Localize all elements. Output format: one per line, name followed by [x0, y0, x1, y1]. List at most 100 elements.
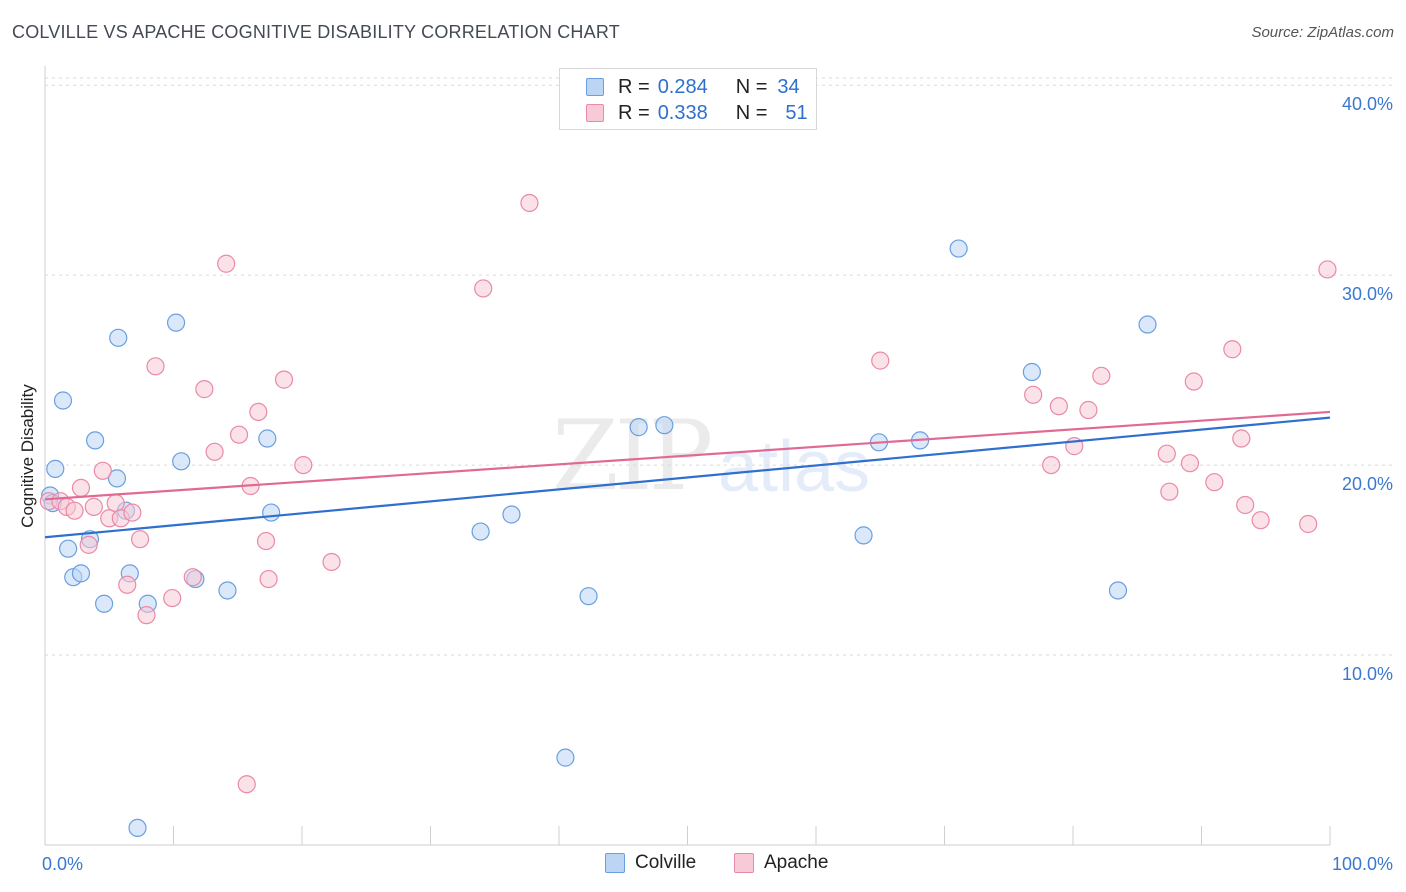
colville-point	[655, 416, 674, 435]
colville-point	[172, 452, 191, 471]
apache-point	[106, 493, 125, 513]
apache-swatch-icon	[586, 104, 604, 122]
apache-point	[195, 380, 214, 399]
colville-point	[86, 431, 105, 450]
apache-point	[1205, 473, 1224, 492]
colville-trend-line	[44, 416, 1331, 539]
apache-point	[146, 357, 165, 376]
colville-point	[166, 313, 186, 332]
colville-point	[128, 818, 147, 838]
legend-row-apache: R = 0.338 N = 51	[586, 101, 808, 125]
apache-point	[1092, 366, 1111, 385]
apache-point	[1079, 400, 1098, 420]
y-axis-title: Cognitive Disability	[18, 384, 37, 528]
colville-point	[502, 505, 521, 524]
apache-point	[1157, 444, 1176, 463]
bottom-legend-colville: Colville	[605, 852, 696, 874]
apache-n-label: N =	[735, 101, 768, 124]
apache-point	[259, 569, 278, 589]
colville-r-label: R =	[618, 75, 650, 98]
trend-lines	[44, 410, 1331, 539]
apache-legend-swatch-icon	[734, 853, 754, 873]
apache-n-value: 51	[785, 101, 808, 124]
apache-point	[871, 351, 890, 370]
apache-point	[229, 425, 249, 444]
apache-point	[71, 478, 91, 497]
apache-point	[1024, 385, 1043, 404]
apache-point	[1232, 429, 1251, 448]
y-tick-label: 30.0%	[1342, 284, 1393, 304]
apache-point	[65, 501, 84, 520]
colville-point	[262, 503, 281, 522]
apache-point	[217, 254, 236, 273]
apache-point	[79, 535, 98, 554]
colville-point	[109, 328, 128, 347]
apache-point	[183, 568, 202, 587]
apache-point	[237, 775, 256, 794]
colville-point	[59, 539, 78, 558]
colville-point	[1108, 581, 1128, 600]
apache-point	[205, 442, 224, 461]
colville-point	[95, 594, 114, 613]
y-tick-label: 40.0%	[1342, 94, 1393, 114]
colville-point	[258, 429, 277, 448]
x-tick-label: 100.0%	[1332, 854, 1393, 874]
apache-point	[520, 193, 539, 213]
apache-point	[123, 503, 142, 522]
y-tick-label: 20.0%	[1342, 474, 1393, 494]
legend-row-colville: R = 0.284 N = 34	[586, 75, 800, 99]
apache-legend-label: Apache	[764, 852, 829, 873]
apache-point	[93, 461, 112, 480]
apache-point	[1236, 495, 1255, 515]
apache-point	[137, 606, 156, 625]
colville-point	[107, 469, 127, 488]
apache-point	[249, 402, 268, 422]
colville-point	[1022, 362, 1041, 382]
colville-n-value: 34	[777, 75, 800, 98]
data-points	[39, 193, 1337, 838]
apache-point	[1299, 514, 1318, 534]
colville-point	[71, 564, 91, 583]
grid-lines	[45, 77, 1392, 656]
apache-point	[163, 588, 182, 608]
apache-point	[1318, 260, 1337, 279]
apache-point	[294, 455, 313, 475]
colville-point	[471, 522, 490, 541]
colville-point	[46, 459, 65, 478]
colville-point	[556, 748, 575, 767]
apache-trend-line	[44, 410, 1331, 501]
colville-r-value: 0.284	[657, 75, 708, 98]
colville-legend-label: Colville	[635, 852, 697, 873]
colville-n-label: N =	[735, 75, 768, 98]
apache-r-value: 0.338	[657, 101, 708, 124]
colville-swatch-icon	[586, 78, 604, 96]
colville-legend-swatch-icon	[605, 853, 625, 873]
colville-point	[579, 587, 598, 606]
apache-point	[1160, 482, 1179, 501]
colville-point	[854, 526, 873, 545]
apache-point	[322, 552, 341, 572]
apache-point	[84, 497, 103, 516]
colville-point	[53, 391, 73, 410]
axes	[44, 66, 1331, 846]
apache-point	[1042, 455, 1061, 475]
apache-point	[1251, 511, 1270, 530]
apache-point	[256, 531, 276, 551]
bottom-legend-apache: Apache	[734, 852, 828, 874]
apache-point	[474, 279, 493, 298]
tick-labels: 10.0% 20.0% 30.0% 40.0% 0.0% 100.0%	[42, 94, 1393, 874]
apache-r-label: R =	[618, 101, 650, 124]
apache-point	[1049, 397, 1068, 416]
apache-point	[274, 370, 294, 389]
chart-title: COLVILLE VS APACHE COGNITIVE DISABILITY …	[12, 22, 620, 42]
x-tick-label: 0.0%	[42, 854, 83, 874]
apache-point	[1184, 372, 1203, 391]
y-tick-label: 10.0%	[1342, 664, 1393, 684]
colville-point	[949, 239, 968, 258]
colville-point	[218, 581, 237, 600]
source-label: Source: ZipAtlas.com	[1251, 24, 1394, 41]
colville-point	[629, 418, 648, 437]
apache-point	[1223, 340, 1242, 359]
apache-point	[118, 575, 137, 594]
